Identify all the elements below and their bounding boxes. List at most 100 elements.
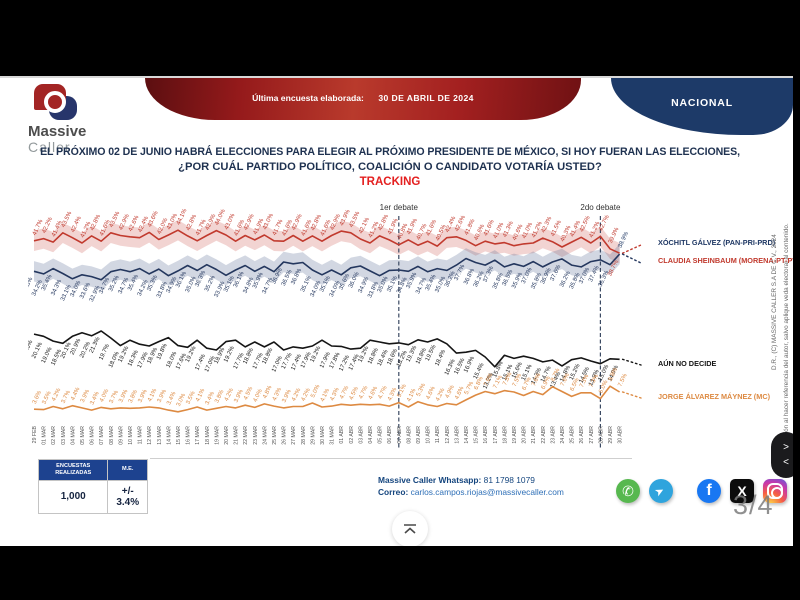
svg-text:3.8%: 3.8% — [128, 389, 139, 405]
svg-text:4.3%: 4.3% — [387, 386, 398, 402]
instagram-icon[interactable] — [763, 479, 787, 503]
svg-text:43.0%: 43.0% — [224, 212, 237, 231]
svg-text:19 ABR: 19 ABR — [512, 426, 518, 444]
contact-email: Correo: carlos.campos.riojas@massivecall… — [378, 487, 564, 498]
svg-text:3.9%: 3.9% — [233, 388, 244, 404]
svg-text:41.8%: 41.8% — [464, 218, 477, 237]
svg-text:4.1%: 4.1% — [147, 387, 158, 403]
svg-text:4.2%: 4.2% — [224, 387, 235, 403]
collapse-button[interactable] — [392, 511, 428, 547]
svg-text:7.3%: 7.3% — [589, 373, 600, 389]
svg-text:30 ABR: 30 ABR — [618, 426, 624, 444]
svg-text:20 MAR: 20 MAR — [224, 426, 230, 445]
svg-text:09 ABR: 09 ABR — [416, 426, 422, 444]
surveys-header: ENCUESTAS REALIZADAS — [37, 459, 109, 481]
svg-text:42.4%: 42.4% — [70, 215, 83, 234]
question-line-2: ¿POR CUÁL PARTIDO POLÍTICO, COALICIÓN O … — [178, 161, 602, 173]
x-icon[interactable]: X — [730, 479, 754, 503]
svg-text:23 MAR: 23 MAR — [253, 426, 259, 445]
svg-text:05 MAR: 05 MAR — [80, 426, 86, 445]
svg-text:8.8%: 8.8% — [608, 367, 619, 383]
svg-text:3.0%: 3.0% — [176, 392, 187, 408]
svg-text:09 MAR: 09 MAR — [118, 426, 124, 445]
svg-text:5.3%: 5.3% — [416, 382, 427, 398]
question-line-1: EL PRÓXIMO 02 DE JUNIO HABRÁ ELECCIONES … — [40, 146, 740, 158]
svg-text:16 ABR: 16 ABR — [483, 426, 489, 444]
svg-text:3.4%: 3.4% — [89, 390, 100, 406]
last-survey-banner: Última encuesta elaborada: 30 DE ABRIL D… — [145, 78, 581, 120]
svg-text:05 ABR: 05 ABR — [378, 426, 384, 444]
svg-text:19.2%: 19.2% — [223, 345, 236, 364]
svg-text:6.9%: 6.9% — [541, 375, 552, 391]
svg-text:4.3%: 4.3% — [329, 386, 340, 402]
contact-whatsapp: Massive Caller Whatsapp: 81 1798 1079 — [378, 475, 535, 485]
svg-text:4.1%: 4.1% — [195, 387, 206, 403]
svg-text:6.5%: 6.5% — [569, 377, 580, 393]
svg-text:5.1%: 5.1% — [397, 383, 408, 399]
svg-text:12 MAR: 12 MAR — [147, 426, 153, 445]
svg-text:10 ABR: 10 ABR — [426, 426, 432, 444]
svg-text:25 ABR: 25 ABR — [570, 426, 576, 444]
svg-text:4.4%: 4.4% — [70, 386, 81, 402]
svg-text:13 MAR: 13 MAR — [157, 426, 163, 445]
legend-galvez: XÓCHITL GÁLVEZ (PAN-PRI-PRD) — [658, 238, 776, 247]
svg-text:29 MAR: 29 MAR — [310, 426, 316, 445]
svg-text:4.7%: 4.7% — [377, 385, 388, 401]
svg-text:7.6%: 7.6% — [560, 372, 571, 388]
svg-text:06 MAR: 06 MAR — [90, 426, 96, 445]
svg-text:4.6%: 4.6% — [454, 385, 465, 401]
svg-text:29 FEB: 29 FEB — [32, 425, 38, 443]
svg-text:21 ABR: 21 ABR — [531, 426, 537, 444]
svg-text:4.7%: 4.7% — [339, 385, 350, 401]
svg-text:11 ABR: 11 ABR — [435, 426, 441, 443]
surveys-table: ENCUESTAS REALIZADAS M.E. 1,000 +/- 3.4% — [37, 459, 148, 514]
page-indicator: 3/4 — [733, 490, 774, 520]
svg-text:4.6%: 4.6% — [425, 385, 436, 401]
whatsapp-icon[interactable]: ✆ — [616, 479, 640, 503]
letterbox-bottom — [0, 546, 800, 600]
svg-text:01 ABR: 01 ABR — [339, 426, 345, 444]
telegram-icon[interactable]: ➤ — [649, 479, 673, 503]
svg-text:21 MAR: 21 MAR — [234, 426, 240, 445]
svg-text:25 MAR: 25 MAR — [272, 426, 278, 445]
legend-aun-no-decide: AÚN NO DECIDE — [658, 359, 717, 368]
svg-text:03 ABR: 03 ABR — [358, 426, 364, 444]
next-arrow-icon[interactable]: > — [783, 442, 789, 453]
collapse-icon — [404, 524, 416, 534]
massive-caller-logo-icon — [34, 84, 84, 124]
svg-text:3.4%: 3.4% — [205, 390, 216, 406]
svg-text:4.7%: 4.7% — [358, 385, 369, 401]
banner-label: Última encuesta elaborada: — [252, 93, 364, 103]
svg-text:8.7%: 8.7% — [550, 367, 561, 383]
svg-text:4.2%: 4.2% — [291, 387, 302, 403]
slide: Massive Caller Última encuesta elaborada… — [0, 76, 793, 548]
svg-text:3.6%: 3.6% — [32, 390, 43, 406]
svg-text:3.5%: 3.5% — [185, 390, 196, 406]
svg-text:4.5%: 4.5% — [349, 386, 360, 402]
contact-block: Massive Caller Whatsapp: 81 1798 1079 Co… — [378, 474, 564, 498]
prev-arrow-icon[interactable]: < — [783, 457, 789, 468]
legend-maynez: JORGE ÁLVAREZ MÁYNEZ (MC) — [658, 392, 771, 401]
svg-text:16.9%: 16.9% — [463, 355, 476, 374]
carousel-nav: > < — [771, 432, 793, 478]
svg-text:06 ABR: 06 ABR — [387, 426, 393, 444]
letterbox-right — [793, 0, 800, 600]
legend-sheinbaum: CLAUDIA SHEINBAUM (MORENA-PT-PVEM) — [658, 256, 793, 265]
copyright-vertical: D.R., (C) MASSIVE CALLER S.A DE C.V., 20… — [771, 234, 778, 370]
svg-text:16 MAR: 16 MAR — [186, 426, 192, 445]
me-header: M.E. — [107, 459, 148, 481]
svg-text:7.3%: 7.3% — [579, 373, 590, 389]
svg-text:3.4%: 3.4% — [166, 390, 177, 406]
svg-text:42.8%: 42.8% — [89, 213, 102, 232]
svg-text:15 ABR: 15 ABR — [474, 426, 480, 444]
facebook-icon[interactable]: f — [697, 479, 721, 503]
svg-text:11 MAR: 11 MAR — [138, 426, 144, 445]
svg-text:19.7%: 19.7% — [98, 343, 111, 362]
svg-text:4.2%: 4.2% — [51, 387, 62, 403]
tracking-label: TRACKING — [359, 176, 421, 188]
svg-text:3.9%: 3.9% — [157, 388, 168, 404]
svg-text:04 ABR: 04 ABR — [368, 426, 374, 444]
svg-text:27 MAR: 27 MAR — [291, 426, 297, 445]
nacional-button[interactable]: NACIONAL — [611, 78, 793, 135]
svg-text:1er debate: 1er debate — [380, 203, 419, 212]
